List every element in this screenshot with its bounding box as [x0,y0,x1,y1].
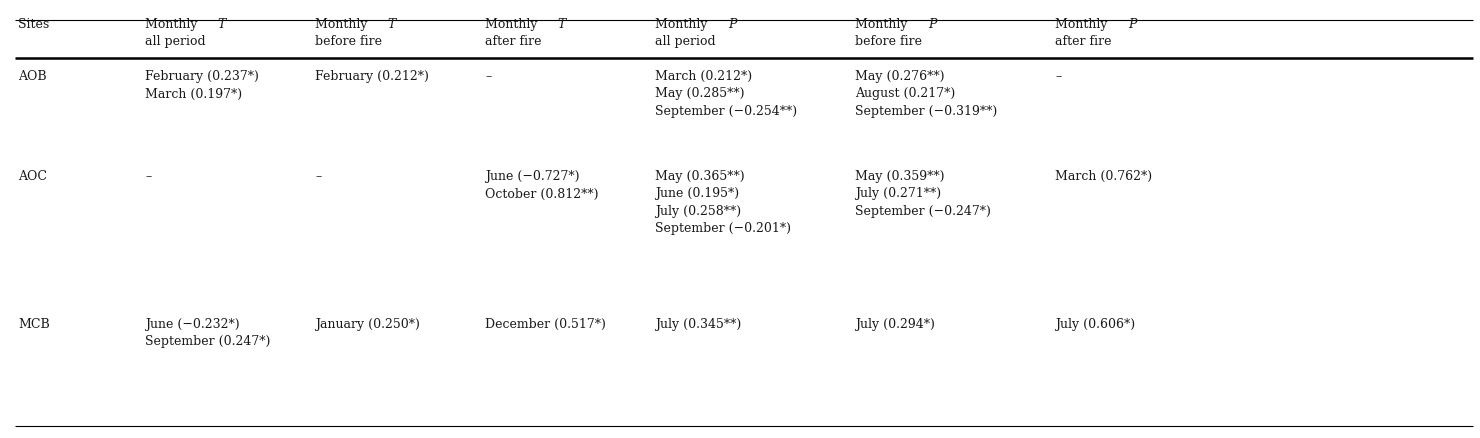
Text: P: P [1128,18,1137,31]
Text: October (0.812**): October (0.812**) [485,187,598,201]
Text: September (−0.319**): September (−0.319**) [855,105,998,118]
Text: –: – [1055,70,1061,83]
Text: February (0.212*): February (0.212*) [315,70,429,83]
Text: –: – [485,70,491,83]
Text: March (0.762*): March (0.762*) [1055,170,1151,183]
Text: June (0.195*): June (0.195*) [656,187,739,201]
Text: MCB: MCB [18,318,50,331]
Text: July (0.271**): July (0.271**) [855,187,941,201]
Text: January (0.250*): January (0.250*) [315,318,420,331]
Text: June (−0.232*): June (−0.232*) [145,318,240,331]
Text: P: P [928,18,937,31]
Text: May (0.365**): May (0.365**) [656,170,744,183]
Text: –: – [315,170,321,183]
Text: T: T [558,18,567,31]
Text: after fire: after fire [485,35,542,48]
Text: July (0.345**): July (0.345**) [656,318,741,331]
Text: February (0.237*): February (0.237*) [145,70,259,83]
Text: Monthly: Monthly [1055,18,1111,31]
Text: before fire: before fire [315,35,382,48]
Text: Monthly: Monthly [145,18,201,31]
Text: Sites: Sites [18,18,49,31]
Text: September (0.247*): September (0.247*) [145,336,271,349]
Text: May (0.359**): May (0.359**) [855,170,944,183]
Text: September (−0.201*): September (−0.201*) [656,223,790,236]
Text: March (0.197*): March (0.197*) [145,88,243,100]
Text: July (0.258**): July (0.258**) [656,205,741,218]
Text: July (0.294*): July (0.294*) [855,318,935,331]
Text: September (−0.247*): September (−0.247*) [855,205,992,218]
Text: AOB: AOB [18,70,47,83]
Text: March (0.212*): March (0.212*) [656,70,752,83]
Text: T: T [218,18,226,31]
Text: June (−0.727*): June (−0.727*) [485,170,580,183]
Text: after fire: after fire [1055,35,1111,48]
Text: AOC: AOC [18,170,47,183]
Text: Monthly: Monthly [855,18,912,31]
Text: all period: all period [145,35,206,48]
Text: T: T [388,18,397,31]
Text: September (−0.254**): September (−0.254**) [656,105,798,118]
Text: –: – [145,170,151,183]
Text: before fire: before fire [855,35,922,48]
Text: July (0.606*): July (0.606*) [1055,318,1135,331]
Text: all period: all period [656,35,716,48]
Text: December (0.517*): December (0.517*) [485,318,605,331]
Text: May (0.285**): May (0.285**) [656,88,744,100]
Text: Monthly: Monthly [315,18,371,31]
Text: May (0.276**): May (0.276**) [855,70,944,83]
Text: Monthly: Monthly [485,18,542,31]
Text: Monthly: Monthly [656,18,712,31]
Text: P: P [728,18,736,31]
Text: August (0.217*): August (0.217*) [855,88,955,100]
